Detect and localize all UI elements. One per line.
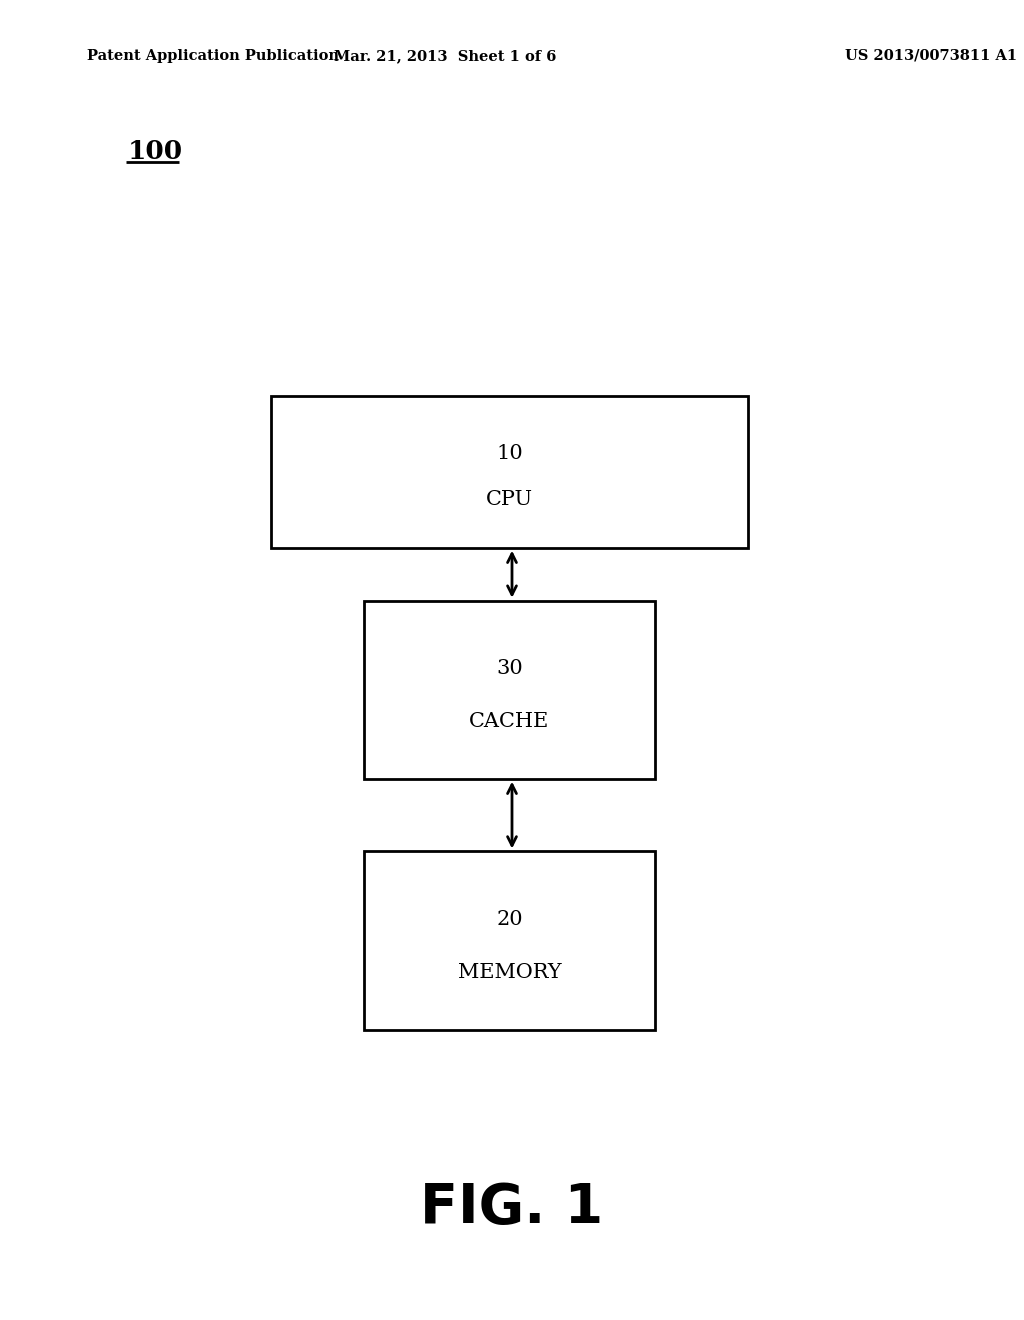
- Text: CPU: CPU: [485, 490, 534, 508]
- Text: 30: 30: [496, 659, 523, 677]
- Text: Patent Application Publication: Patent Application Publication: [87, 49, 339, 63]
- Text: US 2013/0073811 A1: US 2013/0073811 A1: [845, 49, 1017, 63]
- Bar: [364, 851, 655, 1030]
- Text: Mar. 21, 2013  Sheet 1 of 6: Mar. 21, 2013 Sheet 1 of 6: [334, 49, 557, 63]
- Bar: [364, 601, 655, 779]
- Text: CACHE: CACHE: [469, 713, 550, 731]
- Text: MEMORY: MEMORY: [458, 964, 561, 982]
- Text: FIG. 1: FIG. 1: [421, 1181, 603, 1234]
- Text: 20: 20: [496, 909, 523, 928]
- Bar: [271, 396, 748, 548]
- Text: 10: 10: [496, 445, 523, 463]
- Text: 100: 100: [128, 139, 183, 164]
